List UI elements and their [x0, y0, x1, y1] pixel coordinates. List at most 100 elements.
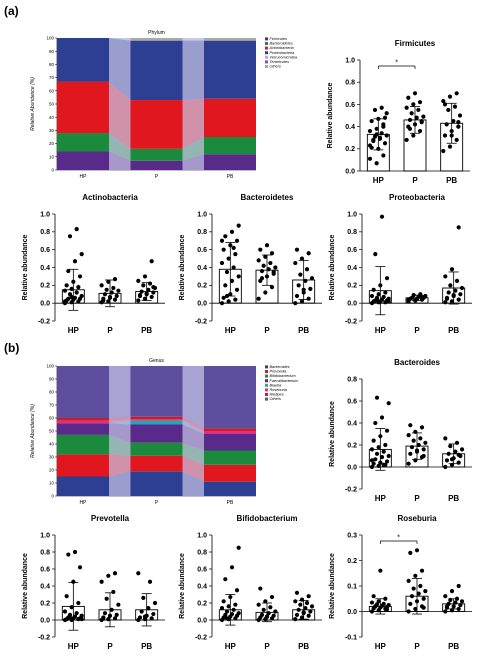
y-tick-label: 0.2 [347, 283, 357, 290]
data-point [226, 299, 231, 304]
x-tick-label: HP [375, 642, 387, 651]
data-point [451, 604, 456, 609]
x-tick-label: P [155, 500, 159, 506]
data-point [79, 617, 84, 622]
data-point [408, 423, 413, 428]
data-point [229, 565, 235, 570]
panel-label-a: (a) [4, 4, 19, 18]
data-point [223, 577, 228, 582]
data-point [236, 223, 241, 228]
data-point [418, 436, 423, 441]
data-point [418, 583, 423, 589]
legend-swatch [265, 65, 268, 68]
legend-swatch [265, 397, 268, 401]
data-point [451, 118, 456, 124]
data-point [229, 611, 235, 617]
data-point [223, 234, 228, 239]
legend-entry: Verrucomicrobia [270, 55, 298, 59]
band-background [182, 366, 204, 496]
bar-segment [57, 476, 109, 496]
flow-band [109, 151, 131, 170]
data-point [74, 227, 79, 232]
bar-segment [204, 98, 256, 137]
data-point [386, 453, 391, 459]
data-point [374, 132, 379, 137]
data-point [139, 289, 144, 294]
data-point [228, 292, 233, 297]
data-point [231, 607, 236, 612]
y-tick-label: 1.0 [40, 211, 50, 218]
data-point [309, 604, 315, 609]
y-tick-label: 0.6 [40, 247, 50, 254]
data-point [106, 299, 111, 304]
data-point [379, 131, 384, 136]
data-point [74, 611, 79, 616]
data-point [293, 260, 298, 266]
data-point [378, 283, 383, 288]
legend-entry: Faecalibacterium [270, 379, 299, 383]
data-point [456, 452, 461, 457]
flow-band [109, 81, 131, 149]
bar-segment [130, 40, 183, 101]
data-point [374, 161, 379, 166]
data-point [112, 276, 118, 282]
data-point [299, 597, 305, 602]
y-tick-label: 0.6 [197, 247, 207, 254]
bar-segment [57, 418, 109, 421]
legend-swatch [265, 379, 268, 383]
data-point [421, 453, 426, 459]
data-point [106, 573, 111, 578]
data-point [137, 615, 143, 620]
data-point [419, 425, 425, 430]
y-tick-label: 60 [49, 416, 55, 421]
y-tick-label: 60 [49, 88, 55, 93]
flow-band [109, 434, 131, 456]
data-point [381, 462, 386, 467]
data-point [223, 612, 228, 618]
data-point [102, 292, 108, 297]
data-point [444, 458, 450, 463]
chart-title: Genus [149, 358, 164, 364]
y-tick-label: 0.0 [347, 609, 357, 616]
y-axis-label: Relative abundance [179, 235, 186, 301]
data-point [259, 268, 265, 274]
data-point [384, 111, 389, 116]
data-point [264, 243, 270, 248]
y-axis-label: Relative abundance [327, 83, 334, 149]
data-point [449, 267, 455, 272]
x-tick-label: PB [298, 642, 309, 651]
data-point [407, 117, 413, 123]
y-tick-label: -0.2 [38, 634, 50, 641]
data-point [369, 458, 375, 463]
data-point [299, 615, 305, 620]
data-point [369, 464, 375, 470]
data-point [376, 599, 381, 604]
data-point [414, 599, 420, 604]
bar-segment [130, 416, 183, 420]
chart-bacteroidetes: Bacteroidetes Relative abundance -0.2 0.0 0.… [179, 193, 322, 335]
data-point [261, 607, 266, 612]
y-tick-label: 0.8 [347, 229, 357, 236]
x-tick-label: P [264, 642, 270, 651]
data-point [453, 288, 458, 293]
data-point [67, 615, 73, 620]
data-point [104, 596, 109, 601]
data-point [414, 548, 420, 553]
data-point [114, 612, 119, 618]
data-point [306, 251, 311, 256]
y-tick-label: 0.0 [347, 301, 357, 308]
data-point [228, 243, 233, 248]
bar-segment [57, 38, 109, 82]
data-point [147, 281, 153, 286]
data-point [449, 133, 454, 138]
data-point [258, 586, 263, 591]
data-point [449, 457, 455, 462]
data-point [406, 461, 411, 466]
data-point [383, 442, 388, 448]
data-point [443, 609, 448, 614]
data-point [76, 285, 81, 290]
bar-segment [130, 419, 183, 421]
data-point [299, 299, 305, 304]
y-tick-label: 0 [51, 168, 54, 173]
data-point [107, 613, 113, 618]
